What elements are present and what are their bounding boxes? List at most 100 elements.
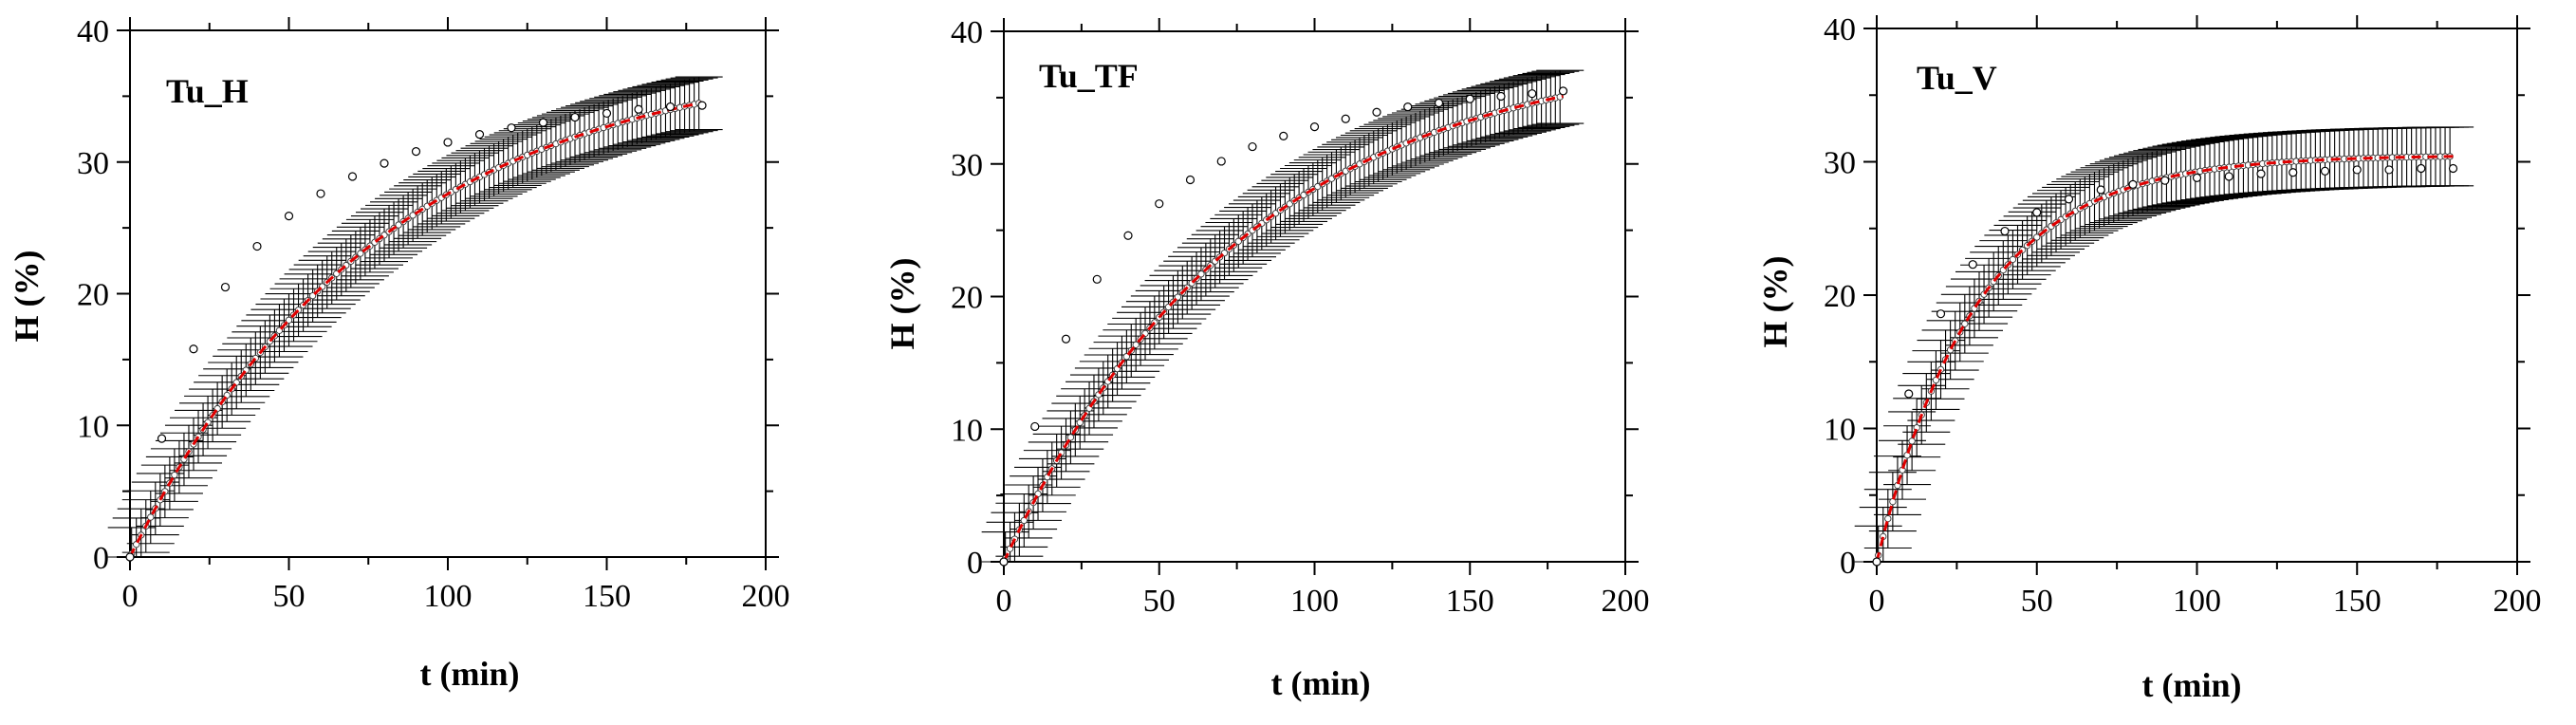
series-point <box>1904 389 1914 399</box>
y-tick-label: 30 <box>77 146 109 181</box>
series-point <box>2417 163 2426 174</box>
series-point <box>665 102 676 112</box>
series-point <box>1434 98 1444 108</box>
series-point <box>1341 114 1350 123</box>
y-tick-label: 40 <box>951 15 983 50</box>
x-tick-label: 150 <box>2333 584 2381 619</box>
data-point <box>1122 353 1131 361</box>
series-point <box>1155 199 1164 209</box>
data-point <box>171 471 178 479</box>
y-axis-label: H (%) <box>883 258 921 350</box>
series-point <box>347 172 358 181</box>
series-point <box>1872 557 1881 567</box>
series-point <box>2320 166 2330 176</box>
series-point <box>2256 169 2266 178</box>
series-point <box>1309 122 1320 132</box>
series-point <box>2160 176 2170 185</box>
y-tick-label: 0 <box>967 546 983 581</box>
x-tick-label: 150 <box>1446 584 1494 619</box>
panel-title: Tu_H <box>166 72 249 110</box>
series-point <box>1092 274 1102 284</box>
series-point <box>2384 165 2394 175</box>
data-point <box>1271 210 1280 217</box>
fit-curve <box>1875 155 2454 563</box>
data-point <box>2033 233 2041 241</box>
series-point <box>1936 309 1946 319</box>
y-tick-label: 10 <box>1824 413 1856 448</box>
series-point <box>2064 195 2074 204</box>
series-point <box>1528 89 1537 99</box>
x-tick-label: 200 <box>1602 584 1650 619</box>
series-point <box>443 138 453 147</box>
x-tick-label: 100 <box>2173 584 2221 619</box>
x-tick-label: 50 <box>2021 584 2053 619</box>
series-points <box>1872 163 2458 567</box>
series-point <box>2096 185 2105 195</box>
data-point <box>1066 434 1075 441</box>
fit-curve <box>128 101 703 558</box>
y-tick-label: 30 <box>951 148 983 183</box>
series-point <box>1372 107 1381 117</box>
x-axis-label: t (min) <box>1271 664 1371 702</box>
data-markers <box>128 100 703 558</box>
data-point <box>1174 293 1182 301</box>
series-point <box>220 282 231 292</box>
panel-tu-h: 0 50 100 150 200 0 10 20 30 40 Tu_Ht (min) H (%) <box>8 14 790 693</box>
plot-frame <box>1876 28 2518 563</box>
x-tick-label: 50 <box>1143 584 1176 619</box>
data-markers <box>1001 93 1564 563</box>
series-point <box>284 212 294 221</box>
data-point <box>308 292 317 300</box>
series-point <box>411 147 421 157</box>
x-tick-label: 0 <box>996 584 1012 619</box>
series-point <box>538 118 548 127</box>
data-point <box>1889 497 1897 506</box>
data-point <box>1884 514 1892 523</box>
series-point <box>2448 163 2458 174</box>
y-tick-label: 40 <box>77 14 109 49</box>
data-point <box>1132 341 1140 348</box>
series-point <box>1496 91 1506 102</box>
series-point <box>316 189 325 198</box>
x-tick-label: 100 <box>424 579 473 614</box>
series-point <box>697 101 707 110</box>
panel-tu-v: 0 50 100 150 200 0 10 20 30 40 Tu_Vt (min) H (%) <box>1756 12 2542 704</box>
series-point <box>570 112 580 122</box>
x-tick-label: 100 <box>1290 584 1339 619</box>
series-point <box>1061 334 1071 344</box>
x-tick-label: 0 <box>1869 584 1885 619</box>
data-point <box>409 212 417 219</box>
series-point <box>999 557 1009 567</box>
x-tick-label: 200 <box>742 579 790 614</box>
panel-title: Tu_TF <box>1039 57 1139 95</box>
series-point <box>125 552 135 562</box>
series-point <box>1403 102 1413 112</box>
y-tick-label: 10 <box>77 409 109 444</box>
error-bars <box>981 69 1585 563</box>
error-bars <box>1854 126 2474 563</box>
x-tick-label: 150 <box>583 579 631 614</box>
series-point <box>2224 172 2233 181</box>
series-point <box>1279 131 1288 141</box>
x-axis-label: t (min) <box>2142 666 2242 704</box>
series-point <box>1123 231 1133 240</box>
series-point <box>634 104 643 114</box>
y-tick-label: 40 <box>1824 12 1856 47</box>
x-tick-label: 50 <box>273 579 306 614</box>
series-point <box>189 344 198 354</box>
data-point <box>1076 418 1084 426</box>
series-point <box>1558 86 1568 96</box>
panel-title: Tu_V <box>1917 59 1997 97</box>
x-axis-label: t (min) <box>420 655 520 693</box>
series-point <box>2352 165 2362 175</box>
series-points <box>999 86 1568 567</box>
error-bars <box>107 76 723 558</box>
series-point <box>602 108 612 119</box>
x-tick-label: 0 <box>122 579 139 614</box>
series-points <box>125 101 707 562</box>
series-point <box>380 158 389 168</box>
y-tick-label: 20 <box>951 281 983 316</box>
y-tick-label: 20 <box>1824 279 1856 314</box>
y-tick-label: 30 <box>1824 146 1856 181</box>
y-axis-label: H (%) <box>1756 256 1794 348</box>
